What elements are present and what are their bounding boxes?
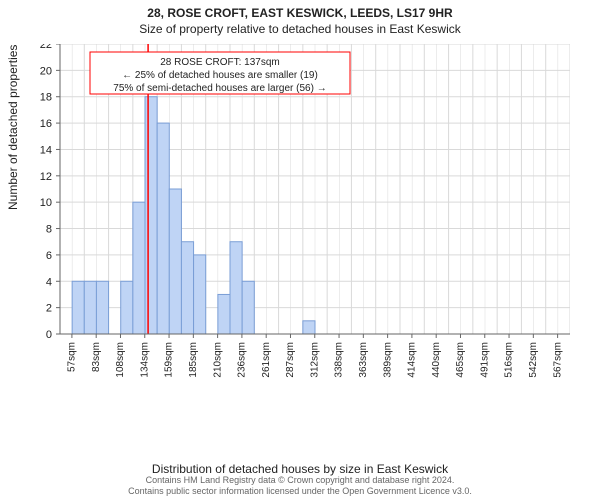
svg-text:542sqm: 542sqm: [528, 342, 539, 378]
svg-text:75% of semi-detached houses ar: 75% of semi-detached houses are larger (…: [113, 83, 326, 94]
svg-text:8: 8: [46, 224, 52, 236]
attribution-line2: Contains public sector information licen…: [128, 486, 472, 496]
svg-text:261sqm: 261sqm: [261, 342, 272, 378]
svg-text:20: 20: [40, 65, 52, 77]
svg-text:185sqm: 185sqm: [188, 342, 199, 378]
svg-text:4: 4: [46, 276, 52, 288]
svg-text:57sqm: 57sqm: [67, 342, 78, 372]
svg-text:210sqm: 210sqm: [212, 342, 223, 378]
svg-text:2: 2: [46, 303, 52, 315]
y-axis-label: Number of detached properties: [6, 45, 20, 210]
svg-text:0: 0: [46, 329, 52, 341]
attribution-line1: Contains HM Land Registry data © Crown c…: [146, 475, 455, 485]
title-address: 28, ROSE CROFT, EAST KESWICK, LEEDS, LS1…: [0, 0, 600, 20]
svg-text:465sqm: 465sqm: [455, 342, 466, 378]
svg-text:28 ROSE CROFT: 137sqm: 28 ROSE CROFT: 137sqm: [160, 57, 279, 68]
svg-text:440sqm: 440sqm: [431, 342, 442, 378]
svg-text:491sqm: 491sqm: [479, 342, 490, 378]
svg-text:16: 16: [40, 118, 52, 130]
svg-text:134sqm: 134sqm: [139, 342, 150, 378]
svg-text:312sqm: 312sqm: [309, 342, 320, 378]
svg-text:22: 22: [40, 44, 52, 51]
title-subtitle: Size of property relative to detached ho…: [0, 20, 600, 40]
svg-text:← 25% of detached houses are s: ← 25% of detached houses are smaller (19…: [122, 70, 318, 81]
svg-text:236sqm: 236sqm: [237, 342, 248, 378]
svg-text:108sqm: 108sqm: [115, 342, 126, 378]
x-axis-label: Distribution of detached houses by size …: [0, 462, 600, 476]
svg-text:414sqm: 414sqm: [407, 342, 418, 378]
svg-text:6: 6: [46, 250, 52, 262]
svg-text:516sqm: 516sqm: [504, 342, 515, 378]
svg-text:338sqm: 338sqm: [334, 342, 345, 378]
attribution-text: Contains HM Land Registry data © Crown c…: [0, 475, 600, 496]
chart-container: 0 2 4 6 8 10 12 14 16 18 20 22 57sqm 83sqm 108sqm 134sq…: [28, 44, 538, 384]
svg-text:14: 14: [40, 144, 52, 156]
svg-text:287sqm: 287sqm: [285, 342, 296, 378]
svg-text:12: 12: [40, 171, 52, 183]
histogram-chart: 0 2 4 6 8 10 12 14 16 18 20 22 57sqm 83sqm 108sqm 134sq…: [28, 44, 570, 384]
svg-text:567sqm: 567sqm: [552, 342, 563, 378]
svg-text:159sqm: 159sqm: [164, 342, 175, 378]
svg-text:83sqm: 83sqm: [91, 342, 102, 372]
svg-text:10: 10: [40, 197, 52, 209]
svg-text:18: 18: [40, 92, 52, 104]
svg-text:363sqm: 363sqm: [358, 342, 369, 378]
svg-text:389sqm: 389sqm: [382, 342, 393, 378]
